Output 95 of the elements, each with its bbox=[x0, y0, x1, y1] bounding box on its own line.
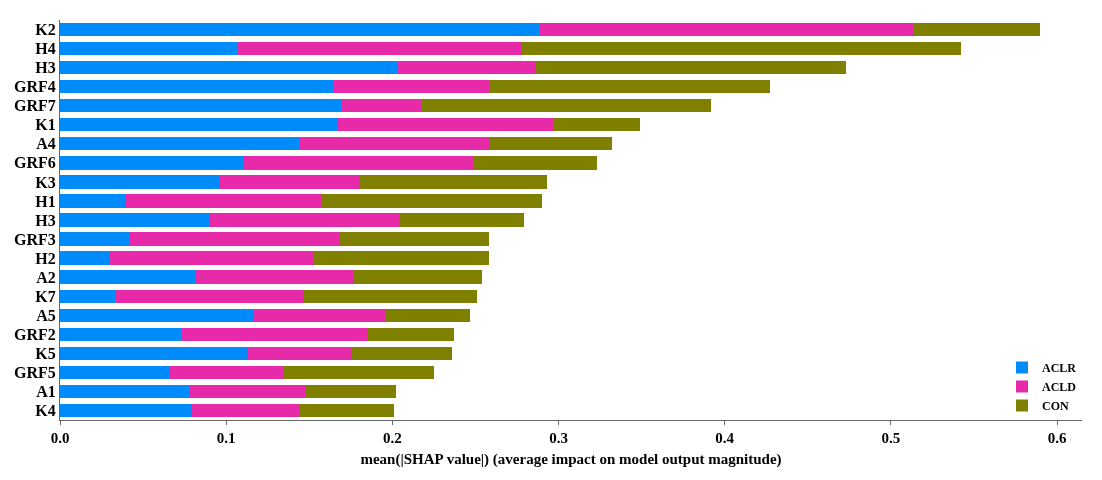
bar bbox=[252, 308, 386, 322]
y-tick-label: GRF6 bbox=[14, 154, 56, 172]
bar bbox=[60, 194, 127, 208]
x-axis-title: mean(|SHAP value|) (average impact on model output magnitude) bbox=[360, 451, 782, 468]
x-tick-label: 0.4 bbox=[715, 430, 735, 446]
bar bbox=[397, 60, 536, 75]
y-tick-label: H3 bbox=[35, 211, 56, 229]
bar bbox=[354, 270, 483, 284]
bar bbox=[912, 22, 1041, 37]
bar bbox=[242, 156, 474, 170]
bar bbox=[535, 60, 847, 75]
y-tick-label: H2 bbox=[35, 249, 56, 267]
bar bbox=[60, 289, 115, 303]
bar bbox=[60, 80, 333, 94]
bar bbox=[60, 403, 192, 418]
bar bbox=[284, 365, 434, 380]
y-tick-label: K2 bbox=[35, 21, 56, 39]
bar bbox=[385, 308, 471, 322]
bar bbox=[60, 99, 341, 113]
y-tick-label: A4 bbox=[36, 135, 56, 153]
bar bbox=[60, 137, 300, 151]
bar bbox=[60, 60, 398, 75]
x-tick-label: 0.5 bbox=[881, 430, 901, 446]
bar bbox=[340, 99, 421, 113]
bar bbox=[247, 346, 351, 360]
bar bbox=[181, 327, 368, 341]
y-tick-label: K1 bbox=[35, 116, 56, 134]
bar bbox=[129, 232, 340, 246]
bar bbox=[60, 232, 130, 246]
bar bbox=[109, 251, 315, 265]
bar bbox=[60, 22, 539, 37]
x-tick-label: 0.0 bbox=[50, 430, 70, 446]
y-tick-label: GRF5 bbox=[14, 363, 56, 381]
bar bbox=[191, 403, 300, 418]
bar bbox=[420, 99, 712, 113]
y-tick-label: A5 bbox=[36, 306, 56, 324]
bar bbox=[521, 41, 961, 56]
bar bbox=[399, 213, 524, 227]
bar bbox=[209, 213, 399, 227]
y-tick-label: A1 bbox=[36, 383, 56, 401]
y-tick-label: H1 bbox=[35, 192, 56, 210]
bar bbox=[126, 194, 321, 208]
bar bbox=[490, 137, 612, 151]
bar bbox=[60, 365, 170, 380]
bar bbox=[305, 384, 396, 399]
bar bbox=[60, 327, 182, 341]
y-tick-label: GRF2 bbox=[14, 325, 56, 343]
bar bbox=[350, 346, 453, 360]
bar bbox=[189, 384, 306, 399]
bar bbox=[314, 251, 489, 265]
bar bbox=[60, 270, 195, 284]
bar bbox=[490, 80, 770, 94]
y-tick-label: K4 bbox=[35, 402, 56, 420]
bar bbox=[237, 41, 522, 56]
bar bbox=[299, 403, 395, 418]
bar bbox=[553, 118, 640, 132]
y-tick-label: H4 bbox=[35, 40, 56, 58]
bar bbox=[320, 194, 542, 208]
bar bbox=[359, 175, 547, 189]
bar bbox=[60, 41, 238, 56]
bar bbox=[60, 156, 243, 170]
x-tick-label: 0.1 bbox=[216, 430, 236, 446]
legend-label: ACLR bbox=[1042, 361, 1077, 376]
bar bbox=[367, 327, 454, 341]
y-tick-label: A2 bbox=[36, 268, 56, 286]
bar bbox=[60, 213, 210, 227]
x-tick-label: 0.6 bbox=[1047, 430, 1067, 446]
bar bbox=[60, 384, 190, 399]
bar bbox=[219, 175, 360, 189]
y-tick-label: K3 bbox=[35, 173, 56, 191]
bar bbox=[337, 118, 554, 132]
bar bbox=[60, 346, 248, 360]
legend-label: ACLD bbox=[1042, 380, 1077, 395]
bar bbox=[339, 232, 489, 246]
bar bbox=[304, 289, 478, 303]
bar bbox=[60, 175, 220, 189]
y-tick-label: K7 bbox=[35, 287, 56, 305]
bar bbox=[332, 80, 491, 94]
y-tick-label: GRF7 bbox=[14, 97, 56, 115]
x-tick-label: 0.2 bbox=[382, 430, 402, 446]
x-tick-label: 0.3 bbox=[549, 430, 568, 446]
y-tick-label: GRF3 bbox=[14, 230, 56, 248]
legend-label: CON bbox=[1042, 399, 1069, 414]
bar bbox=[194, 270, 355, 284]
y-tick-label: H3 bbox=[35, 59, 56, 77]
bar bbox=[60, 308, 253, 322]
bar bbox=[299, 137, 491, 151]
bar bbox=[60, 118, 338, 132]
y-tick-label: K5 bbox=[35, 344, 56, 362]
bar bbox=[60, 251, 110, 265]
bar bbox=[473, 156, 597, 170]
bar bbox=[538, 22, 913, 37]
y-tick-label: GRF4 bbox=[14, 78, 56, 96]
bar bbox=[114, 289, 305, 303]
bar bbox=[169, 365, 285, 380]
